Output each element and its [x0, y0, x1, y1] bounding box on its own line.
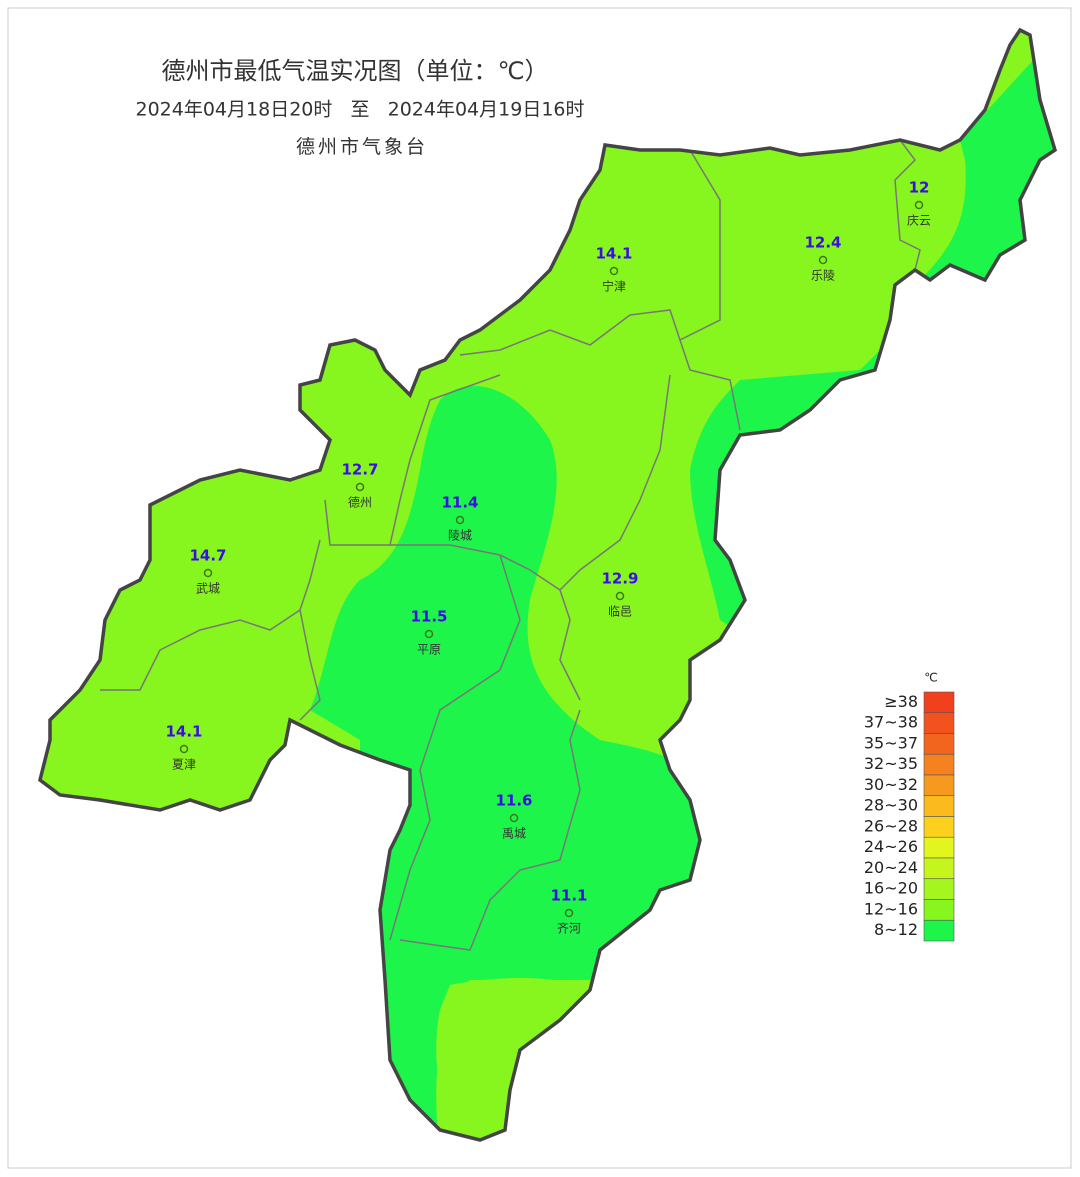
legend-swatch — [923, 878, 955, 900]
station-dot — [455, 515, 465, 525]
legend-label: 26~28 — [864, 816, 918, 835]
legend-label: 37~38 — [864, 713, 918, 732]
station-value: 11.5 — [410, 608, 447, 626]
station-dot — [355, 482, 365, 492]
station-dot — [914, 200, 924, 210]
station-name: 宁津 — [602, 279, 626, 294]
legend-label: 32~35 — [864, 754, 918, 773]
legend-swatch — [923, 774, 955, 797]
station-dot — [424, 629, 434, 639]
station-value: 11.4 — [441, 494, 478, 512]
legend-label: 16~20 — [864, 879, 918, 898]
station-name: 乐陵 — [811, 269, 835, 283]
subtitle: 2024年04月18日20时 至 2024年04月19日16时 — [135, 99, 584, 121]
legend-swatch — [923, 816, 955, 838]
station-value: 12.7 — [341, 461, 378, 479]
legend-unit: ℃ — [924, 671, 937, 685]
station-name: 德州 — [348, 495, 372, 510]
station-dot — [179, 744, 189, 754]
station-name: 平原 — [417, 643, 441, 657]
legend-swatch — [923, 753, 955, 776]
legend-label: 30~32 — [864, 775, 918, 794]
legend-label: 8~12 — [874, 920, 918, 939]
station-dot — [203, 568, 213, 578]
legend-label: 20~24 — [864, 858, 918, 877]
legend-swatch — [923, 899, 955, 921]
station-value: 14.1 — [165, 723, 202, 741]
title: 德州市最低气温实况图（单位：℃） — [162, 57, 549, 85]
legend-swatch — [923, 836, 955, 859]
legend-swatch — [923, 712, 955, 734]
legend-swatch — [923, 919, 955, 942]
station-name: 临邑 — [608, 605, 632, 619]
legend-swatch — [923, 795, 955, 817]
agency: 德州市气象台 — [296, 136, 428, 158]
legend-label: 12~16 — [864, 899, 918, 918]
legend-swatch — [923, 857, 955, 880]
county-borders — [100, 139, 921, 951]
station-dot — [509, 813, 519, 823]
station-value: 11.1 — [550, 887, 587, 905]
station-dot — [818, 255, 828, 265]
legend-label: 35~37 — [864, 733, 918, 752]
station-dot — [564, 908, 574, 918]
station-name: 陵城 — [448, 529, 472, 543]
station-value: 12 — [909, 179, 930, 197]
station-name: 禹城 — [502, 827, 526, 841]
station-value: 11.6 — [495, 792, 532, 810]
stations: 12 庆云 12.4 乐陵 14.1 宁津 12.7 德州 11.4 陵城 14.7 武城 12.9 临邑… — [165, 179, 931, 936]
legend-label: 28~30 — [864, 796, 918, 815]
station-name: 夏津 — [172, 758, 196, 772]
station-value: 14.1 — [595, 245, 632, 263]
legend-label: 24~26 — [864, 837, 918, 856]
station-dot — [609, 266, 619, 276]
legend-label: ≥38 — [884, 692, 918, 711]
station-name: 齐河 — [557, 921, 581, 936]
station-value: 12.4 — [804, 234, 841, 252]
station-name: 武城 — [196, 582, 220, 596]
station-dot — [615, 591, 625, 601]
station-value: 12.9 — [601, 570, 638, 588]
station-name: 庆云 — [907, 214, 931, 228]
station-value: 14.7 — [189, 547, 226, 565]
legend-swatch — [923, 691, 955, 714]
legend-swatch — [923, 733, 955, 755]
